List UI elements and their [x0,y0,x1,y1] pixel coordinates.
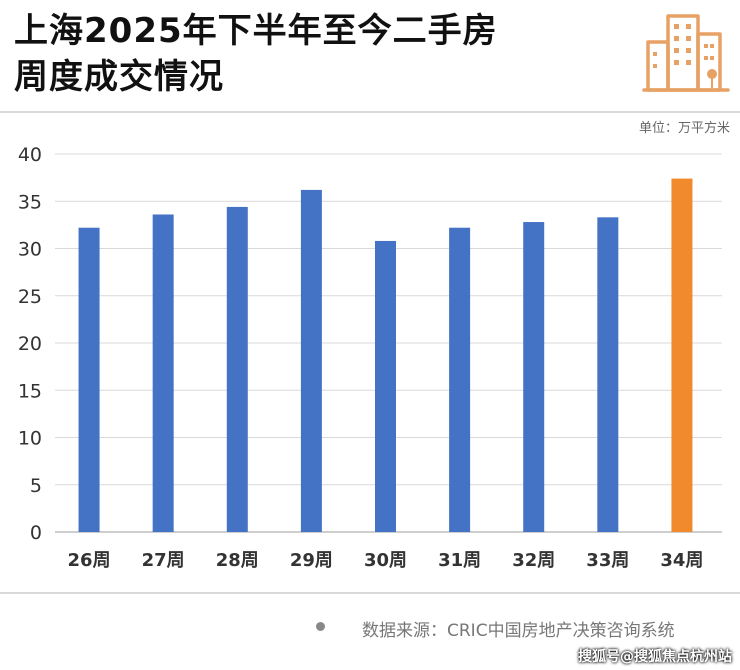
y-tick-label: 15 [18,380,42,402]
building-icon [642,14,730,92]
bullet-dot [316,622,325,631]
x-tick-label: 32周 [512,550,555,571]
title-line-2: 周度成交情况 [14,57,224,97]
x-tick-label: 31周 [438,550,481,571]
bar [375,240,396,532]
y-tick-label: 40 [18,144,42,166]
footer-divider [0,592,740,594]
x-tick-label: 29周 [290,550,333,571]
unit-label: 单位：万平方米 [638,121,730,136]
y-tick-label: 5 [30,475,42,497]
x-tick-label: 34周 [660,550,703,571]
watermark: 搜狐号@搜狐焦点杭州站 [578,649,732,665]
x-tick-label: 26周 [68,550,111,571]
bar [597,217,619,532]
bar [300,189,322,532]
y-tick-label: 20 [18,333,42,355]
bar [78,227,100,532]
title: 上海2025年下半年至今二手房 周度成交情况 [14,8,614,100]
x-tick-label: 28周 [216,550,259,571]
y-tick-label: 0 [30,522,42,544]
bar [226,206,248,533]
y-tick-label: 30 [18,239,42,261]
bar-chart: 0 5 10 15 20 25 30 35 40 26周 27周 28周 29周 30周 31周 32周 33周… [18,144,722,571]
x-tick-label: 27周 [142,550,185,571]
bar [449,227,471,532]
y-tick-label: 10 [18,428,42,450]
bar [523,222,545,532]
title-line-1: 上海2025年下半年至今二手房 [14,11,498,51]
data-source: 数据来源：CRIC中国房地产决策咨询系统 [362,621,675,641]
x-tick-label: 30周 [364,550,407,571]
header-divider [0,111,740,113]
bar [671,178,693,532]
bar [152,214,174,532]
y-tick-label: 25 [18,286,42,308]
x-tick-label: 33周 [586,550,629,571]
y-tick-label: 35 [18,191,42,213]
